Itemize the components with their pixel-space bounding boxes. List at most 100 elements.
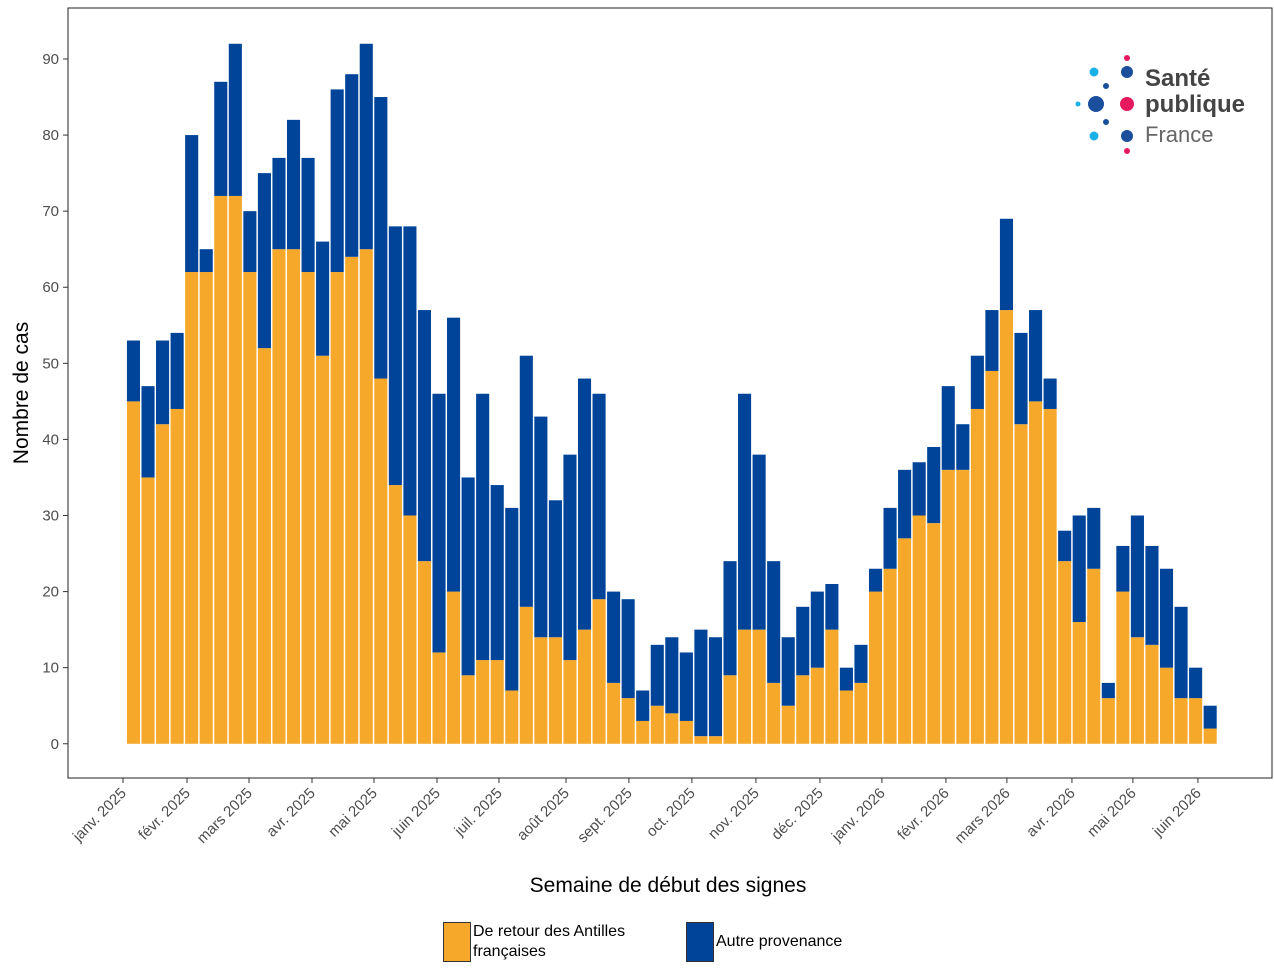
bar-segment — [199, 272, 213, 744]
bar-segment — [447, 317, 461, 592]
logo-text: Santé — [1145, 65, 1210, 92]
logo-dot — [1124, 55, 1130, 61]
bar-segment — [825, 629, 839, 744]
bar-segment — [796, 606, 810, 676]
bar-segment — [1014, 424, 1028, 744]
logo-dot — [1103, 83, 1109, 89]
bar-segment — [1116, 591, 1130, 744]
bar-segment — [592, 599, 606, 744]
bar-segment — [505, 690, 519, 744]
x-tick-label: oct. 2025 — [643, 785, 699, 841]
bar-segment — [359, 43, 373, 250]
bar-segment — [1101, 698, 1115, 744]
bar-segment — [417, 310, 432, 562]
bar-segment — [898, 469, 912, 539]
bar-segment — [781, 705, 795, 744]
bar-segment — [1130, 637, 1144, 744]
bar-segment — [374, 378, 388, 744]
x-tick-label: avr. 2026 — [1023, 785, 1079, 841]
bar-segment — [156, 424, 170, 744]
bar-segment — [1116, 545, 1130, 592]
bar-segment — [708, 736, 723, 744]
bar-segment — [243, 272, 257, 744]
logo: Santé publique France — [1075, 55, 1245, 154]
bar-segment — [1058, 530, 1072, 562]
bar-segment — [214, 195, 228, 744]
bar-segment — [272, 157, 286, 250]
bar-segment — [796, 675, 810, 744]
bar-segment — [752, 629, 766, 744]
bar-segment — [912, 462, 926, 516]
bar-segment — [403, 515, 417, 744]
bar-segment — [941, 469, 955, 744]
bar-segment — [738, 629, 752, 744]
bar-segment — [563, 660, 577, 744]
bar-segment — [1014, 332, 1028, 425]
bar-segment — [956, 469, 970, 744]
bar-segment — [1145, 545, 1159, 645]
x-tick-label: janv. 2025 — [69, 785, 130, 846]
bar-segment — [330, 272, 344, 744]
bar-segment — [1203, 728, 1217, 744]
logo-dot — [1120, 97, 1134, 111]
bar-segment — [286, 119, 301, 250]
bar-segment — [214, 81, 228, 196]
bar-segment — [359, 249, 373, 744]
y-tick-label: 60 — [42, 279, 59, 296]
bar-segment — [927, 523, 941, 744]
legend-label: Autre provenance — [716, 933, 843, 950]
bar-segment — [868, 568, 883, 592]
bar-segment — [447, 591, 461, 744]
plot-frame — [67, 7, 1273, 779]
bar-segment — [1189, 667, 1203, 699]
bar-segment — [141, 477, 155, 744]
bar-segment — [170, 332, 184, 409]
bar-segment — [388, 226, 402, 486]
bar-segment — [621, 698, 635, 744]
y-tick-label: 10 — [42, 660, 59, 677]
bar-segment — [592, 393, 606, 600]
bar-segment — [345, 74, 359, 257]
bar-segment — [548, 637, 562, 744]
bar-segment — [839, 690, 853, 744]
x-tick-label: nov. 2025 — [705, 785, 763, 843]
x-tick-label: août 2025 — [514, 785, 573, 844]
y-tick-label: 50 — [42, 355, 59, 372]
y-tick-label: 20 — [42, 584, 59, 601]
bar-segment — [577, 378, 592, 630]
legend-item: De retour des Antilles françaises — [443, 922, 643, 962]
bar-segment — [1087, 507, 1101, 569]
bar-segment — [985, 370, 999, 744]
bar-segment — [126, 340, 141, 402]
legend-item: Autre provenance — [686, 922, 842, 962]
y-tick-label: 0 — [51, 736, 59, 753]
bar-segment — [156, 340, 170, 425]
x-tick-label: janv. 2026 — [828, 785, 889, 846]
bar-segment — [723, 561, 737, 676]
bar-segment — [679, 652, 693, 721]
bar-segment — [999, 218, 1014, 311]
x-tick-label: juin 2025 — [388, 785, 444, 841]
bar-segment — [316, 355, 330, 744]
bar-segment — [1029, 310, 1043, 402]
bar-segment — [694, 629, 708, 737]
logo-text: France — [1145, 122, 1213, 147]
bar-segment — [781, 637, 795, 706]
bar-segment — [490, 660, 504, 744]
x-axis-title: Semaine de début des signes — [530, 874, 807, 897]
bar-segment — [810, 667, 824, 744]
bar-segment — [461, 675, 475, 744]
x-tick-label: mai 2026 — [1084, 785, 1140, 841]
bar-segment — [621, 599, 635, 699]
bar-segment — [519, 606, 533, 744]
x-tick-label: févr. 2026 — [894, 785, 953, 844]
bar-segment — [607, 682, 621, 744]
bar-segment — [228, 195, 242, 744]
y-tick-label: 80 — [42, 127, 59, 144]
bar-segment — [577, 629, 592, 744]
x-tick-label: avr. 2025 — [263, 785, 319, 841]
bar-segment — [301, 157, 315, 273]
logo-dot — [1089, 131, 1099, 141]
bar-segment — [985, 310, 999, 371]
